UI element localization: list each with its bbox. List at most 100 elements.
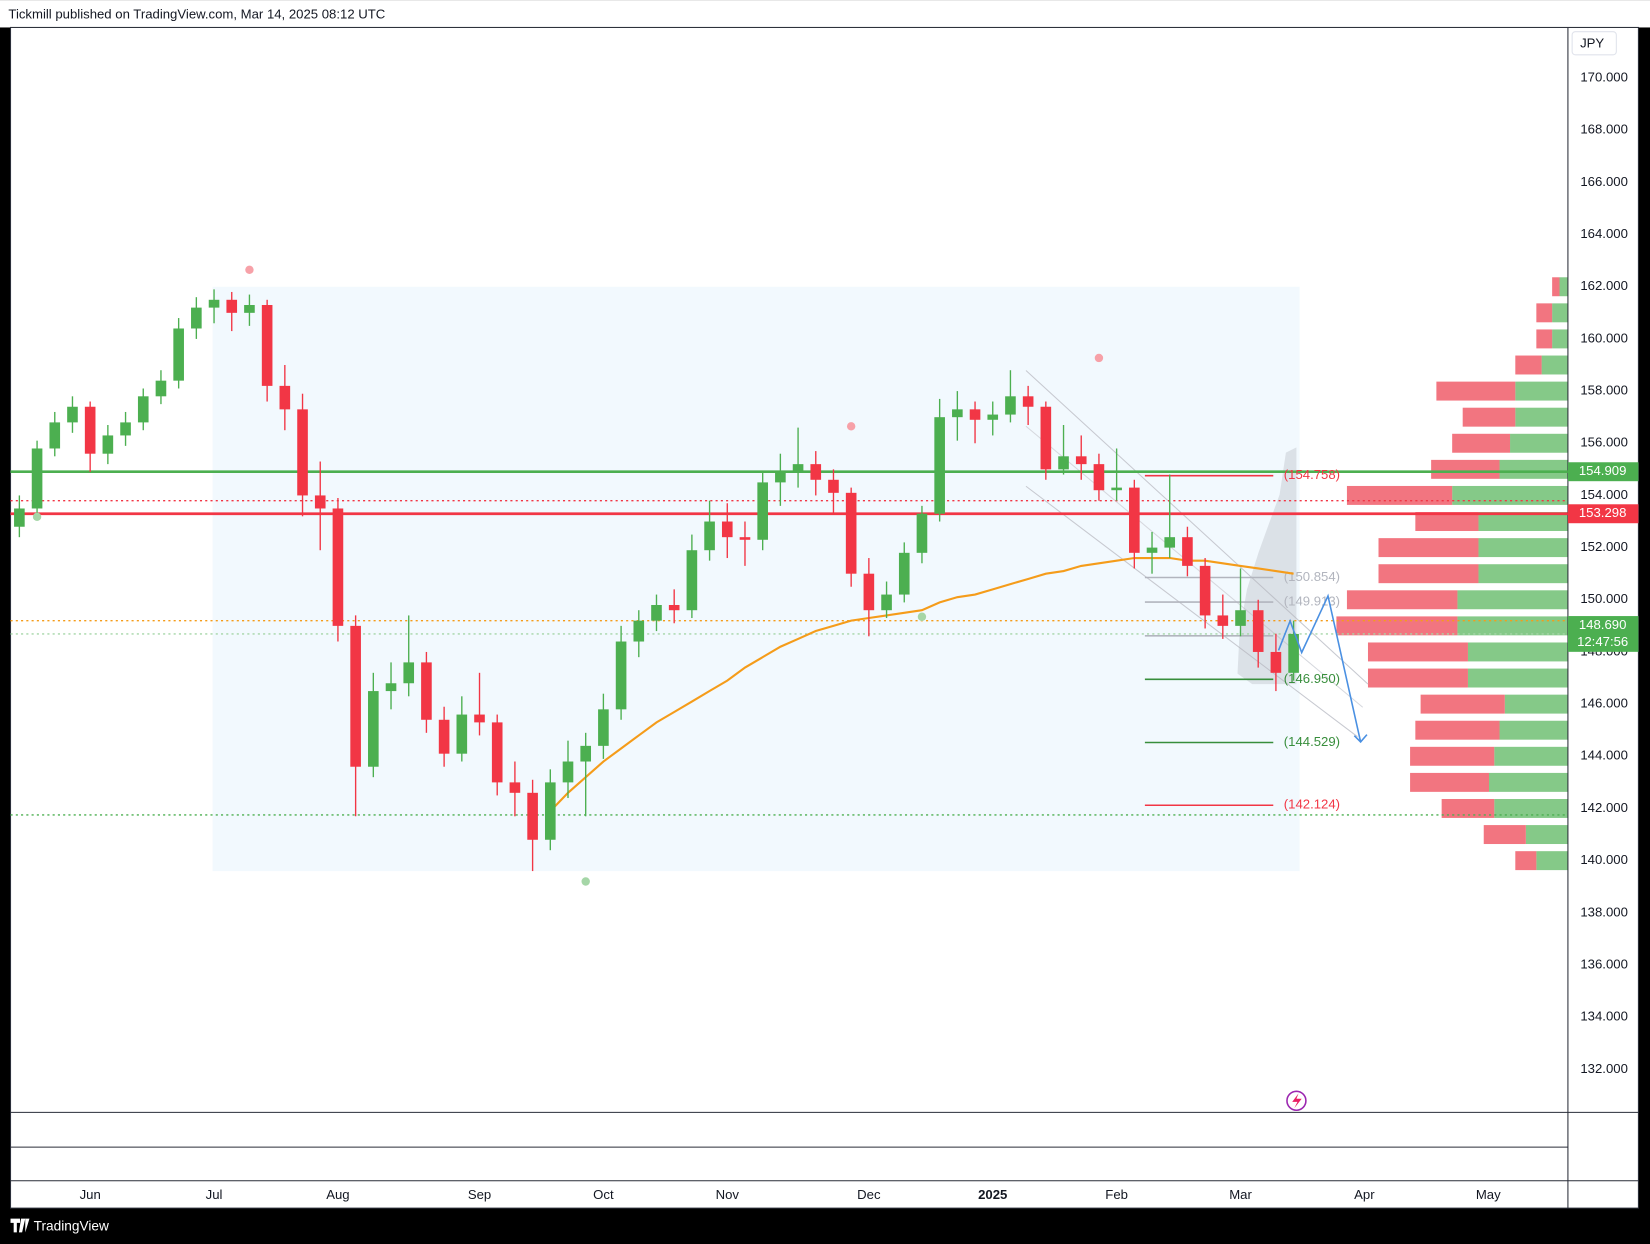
x-tick-label: 2025 — [978, 1187, 1007, 1202]
candle-body — [368, 691, 379, 767]
volume-profile-down — [1515, 851, 1537, 871]
price-label-box — [1567, 462, 1639, 482]
candle-body — [244, 305, 255, 313]
y-tick-label: 138.000 — [1580, 904, 1628, 919]
candle-body — [916, 513, 928, 553]
candle-body — [491, 722, 503, 783]
candle-body — [332, 508, 344, 626]
volume-profile-down — [1410, 772, 1489, 792]
pivot-low — [32, 512, 42, 522]
candle-body — [279, 385, 291, 410]
candle-body — [1058, 456, 1069, 470]
y-tick-label: 146.000 — [1580, 696, 1628, 711]
volume-profile-down — [1436, 381, 1516, 401]
y-tick-label: 154.000 — [1580, 487, 1628, 502]
candle-body — [120, 422, 131, 436]
currency-label: JPY — [1580, 36, 1604, 51]
volume-profile-down — [1452, 433, 1511, 453]
candle-body — [845, 492, 857, 574]
level-label: (144.529) — [1284, 734, 1340, 749]
pivot-low — [917, 612, 927, 621]
candle-body — [828, 479, 839, 493]
candle-body — [509, 782, 521, 793]
candle-body — [173, 328, 184, 381]
channel-line — [1025, 485, 1358, 738]
pivot-high — [846, 422, 856, 431]
candle-body — [881, 594, 892, 611]
volume-profile-down — [1483, 825, 1526, 845]
candle-body — [1075, 456, 1087, 465]
candle-body — [1199, 565, 1211, 616]
price-label-box — [1567, 504, 1639, 524]
candle-body — [775, 471, 786, 483]
x-tick-label: Dec — [857, 1187, 881, 1202]
volume-profile-up — [1488, 772, 1568, 792]
volume-profile-down — [1536, 303, 1553, 323]
x-tick-label: Mar — [1229, 1187, 1252, 1202]
currency-box[interactable] — [1571, 31, 1617, 56]
volume-profile-up — [1494, 798, 1568, 818]
volume-profile-down — [1378, 538, 1479, 558]
candle-body — [757, 482, 768, 540]
candle-body — [633, 620, 645, 642]
candle-body — [704, 521, 715, 551]
y-tick-label: 166.000 — [1580, 174, 1628, 189]
y-tick-label: 158.000 — [1580, 383, 1628, 398]
candle-body — [1252, 610, 1264, 652]
price-label: 153.298 — [1579, 505, 1627, 520]
countdown-label: 12:47:56 — [1577, 634, 1628, 649]
brand-logo — [10, 1218, 30, 1233]
volume-profile-down — [1420, 694, 1505, 714]
y-tick-label: 160.000 — [1580, 330, 1628, 345]
candle-body — [155, 380, 167, 397]
pivot-low — [581, 877, 590, 886]
volume-profile-down — [1346, 485, 1453, 505]
volume-profile-up — [1515, 407, 1568, 427]
candle-body — [686, 550, 698, 611]
y-tick-label: 136.000 — [1580, 956, 1628, 971]
volume-profile-up — [1494, 746, 1568, 766]
volume-profile-up — [1536, 851, 1568, 871]
y-tick-label: 152.000 — [1580, 539, 1628, 554]
volume-profile-up — [1452, 485, 1568, 505]
volume-profile-down — [1336, 616, 1458, 636]
candle-body — [527, 792, 538, 840]
volume-profile-up — [1552, 329, 1568, 349]
x-tick-label: Jul — [206, 1187, 223, 1202]
last-price-label: 148.690 — [1579, 617, 1627, 632]
candle-body — [421, 662, 432, 720]
candle-body — [102, 435, 114, 454]
pivot-high — [245, 265, 254, 275]
y-tick-label: 132.000 — [1580, 1061, 1628, 1076]
header-bar — [0, 0, 1650, 28]
y-tick-label: 150.000 — [1580, 591, 1628, 606]
last-price-box — [1567, 616, 1639, 652]
projection-arrowhead — [1353, 734, 1368, 744]
candle-body — [863, 573, 875, 611]
y-tick-label: 170.000 — [1580, 70, 1628, 85]
channel-line — [1025, 425, 1364, 708]
x-tick-label: Nov — [716, 1187, 740, 1202]
level-label: (149.913) — [1284, 594, 1340, 609]
x-tick-label: Oct — [593, 1187, 614, 1202]
volume-profile-up — [1552, 303, 1568, 323]
candle-body — [1093, 464, 1105, 491]
volume-profile-down — [1378, 564, 1479, 584]
candle-body — [31, 448, 43, 509]
candle-body — [67, 406, 78, 423]
candle-body — [350, 625, 361, 767]
volume-profile-up — [1478, 512, 1568, 531]
level-label: (150.854) — [1284, 569, 1340, 584]
candle-body — [580, 745, 592, 762]
volume-profile-down — [1431, 459, 1500, 479]
y-tick-label: 164.000 — [1580, 226, 1628, 241]
volume-profile-up — [1504, 694, 1568, 714]
event-icon[interactable] — [1286, 1090, 1307, 1112]
event-bolt — [1292, 1093, 1302, 1109]
background-layer — [212, 277, 1568, 872]
volume-profile-down — [1552, 277, 1560, 297]
y-tick-label: 168.000 — [1580, 122, 1628, 137]
brand-name: TradingView — [34, 1219, 109, 1234]
volume-profile-down — [1415, 512, 1479, 531]
level-label: (154.758) — [1284, 467, 1340, 482]
